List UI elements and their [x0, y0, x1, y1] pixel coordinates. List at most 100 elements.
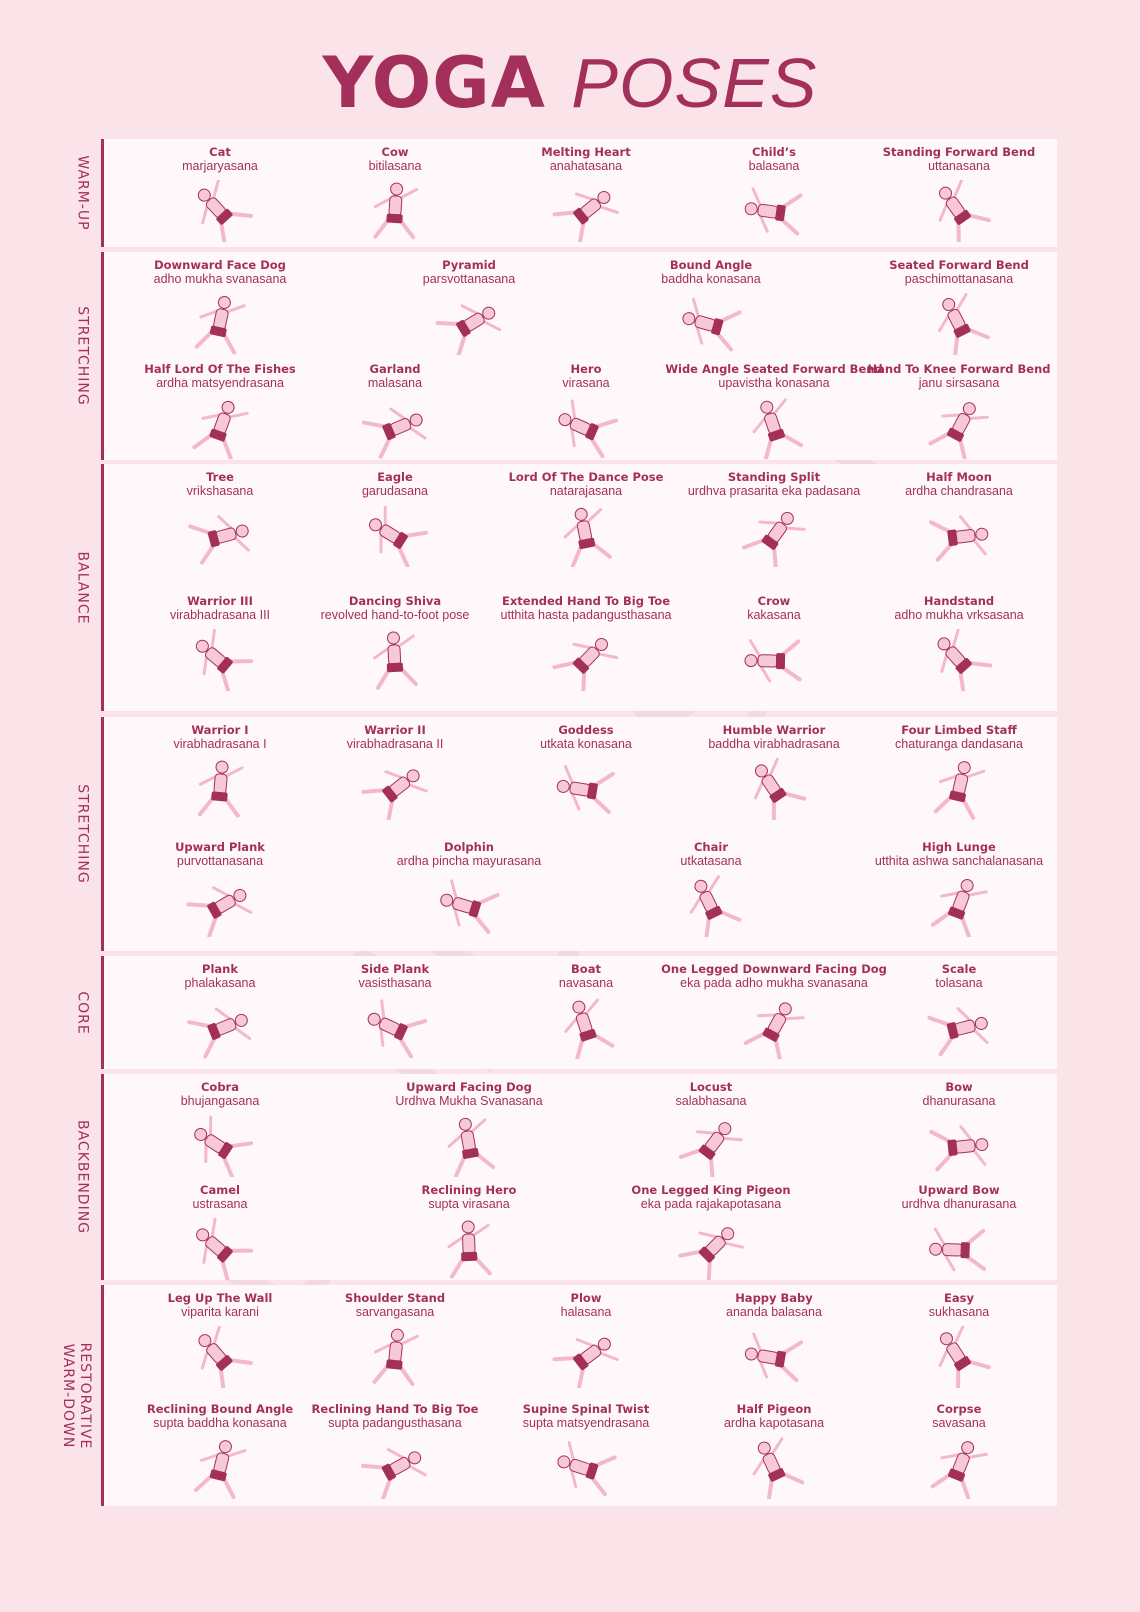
pose: Four Limbed Staff chaturanga dandasana [895, 723, 1023, 820]
pose-sanskrit: chaturanga dandasana [895, 737, 1023, 751]
section-label-line: CORE [74, 990, 91, 1035]
figure-part [556, 779, 570, 793]
figure-part [954, 1139, 976, 1154]
figure-part [213, 773, 228, 795]
figure-part [194, 1127, 208, 1141]
figure-part [398, 187, 419, 200]
figure-part [453, 1153, 467, 1177]
figure-part [225, 1448, 247, 1458]
figure-part [387, 631, 401, 645]
pose-name: Wide Angle Seated Forward Bend [665, 362, 883, 376]
figure-part [200, 1452, 222, 1462]
figure-part [708, 1154, 715, 1177]
figure-part [742, 537, 767, 550]
pose-figure [194, 1115, 254, 1177]
figure-part [942, 298, 956, 312]
pose: Locust salabhasana [656, 1080, 766, 1177]
figure-part [210, 325, 228, 338]
pose-sanskrit: eka pada adho mukha svanasana [680, 976, 868, 990]
figure-part [597, 204, 619, 214]
figure-part [552, 1356, 579, 1362]
figure-part [221, 1475, 236, 1499]
figure-part [195, 639, 209, 653]
pose: Bow dhanurasana [904, 1080, 1014, 1177]
figure-part [201, 202, 210, 225]
figure-part [953, 323, 971, 338]
figure-part [204, 1141, 208, 1164]
figure-part [573, 657, 590, 674]
figure-part [460, 304, 481, 316]
figure-part [461, 1220, 475, 1234]
figure-part [373, 631, 419, 690]
figure-part [389, 407, 408, 422]
figure-part [472, 913, 491, 934]
pose-sanskrit: sarvangasana [355, 1305, 435, 1319]
figure-part [782, 1016, 805, 1021]
figure-part [678, 1147, 704, 1159]
pose-figure [440, 879, 500, 934]
figure-part [585, 508, 603, 524]
pose-figure [552, 1337, 619, 1388]
figure-part [940, 1452, 963, 1459]
pose-figure [558, 399, 619, 459]
figure-part [930, 1440, 989, 1499]
figure-part [951, 628, 960, 649]
pose: Warrior II virabhadrasana II [340, 723, 450, 820]
pose-sanskrit: balasana [748, 159, 800, 173]
section-label: WARM-UP [74, 155, 91, 230]
figure-part [757, 653, 779, 667]
figure-part [938, 201, 950, 222]
figure-part [362, 407, 427, 459]
figure-part [199, 542, 216, 565]
figure-part [779, 217, 800, 236]
pose-figure [194, 1439, 247, 1499]
pose: Tree vrikshasana [165, 470, 275, 567]
figure-part [758, 1358, 769, 1379]
pose-name: Shoulder Stand [344, 1291, 446, 1305]
pose-sanskrit: phalakasana [184, 976, 256, 990]
figure-part [570, 425, 576, 448]
figure-part [575, 192, 596, 202]
figure-part [223, 796, 240, 818]
pose: Extended Hand To Big Toe utthita hasta pa… [501, 594, 671, 691]
figure-part [407, 1463, 428, 1476]
figure-part [965, 1228, 986, 1247]
pose: Handstand adho mukha vrksasana [894, 594, 1024, 691]
figure-part [937, 628, 992, 691]
figure-part [362, 420, 388, 429]
figure-part [449, 1256, 466, 1279]
pose-figure [552, 191, 619, 242]
figure-part [778, 1363, 799, 1383]
figure-part [384, 770, 406, 780]
pose-name: Upward Bow [918, 1183, 1000, 1197]
figure-part [781, 511, 795, 525]
figure-part [588, 435, 605, 459]
pose-sanskrit: utkata konasana [540, 737, 632, 751]
figure-part [778, 1002, 792, 1016]
figure-part [576, 1365, 586, 1388]
figure-part [956, 1365, 961, 1388]
figure-part [220, 1257, 230, 1280]
figure-part [552, 191, 619, 242]
figure-part [942, 1243, 964, 1257]
figure-part [440, 893, 454, 907]
figure-part [399, 666, 419, 686]
figure-part [361, 788, 388, 794]
pose-name: Supine Spinal Twist [522, 1401, 650, 1416]
figure-part [192, 432, 214, 450]
figure-part [773, 1036, 782, 1059]
figure-part [474, 1151, 495, 1170]
figure-part [232, 1025, 252, 1041]
figure-part [458, 1117, 472, 1131]
section-label: BACKBENDING [74, 1120, 91, 1234]
figure-part [941, 413, 964, 418]
pose-figure [744, 1332, 804, 1383]
figure-part [935, 1151, 954, 1172]
pose-sanskrit: vrikshasana [186, 484, 254, 498]
pose-sanskrit: paschimottanasana [904, 272, 1014, 286]
section-label-line: STRETCHING [74, 784, 91, 884]
figure-part [481, 319, 502, 332]
figure-part [949, 790, 966, 803]
figure-part [971, 1148, 987, 1166]
